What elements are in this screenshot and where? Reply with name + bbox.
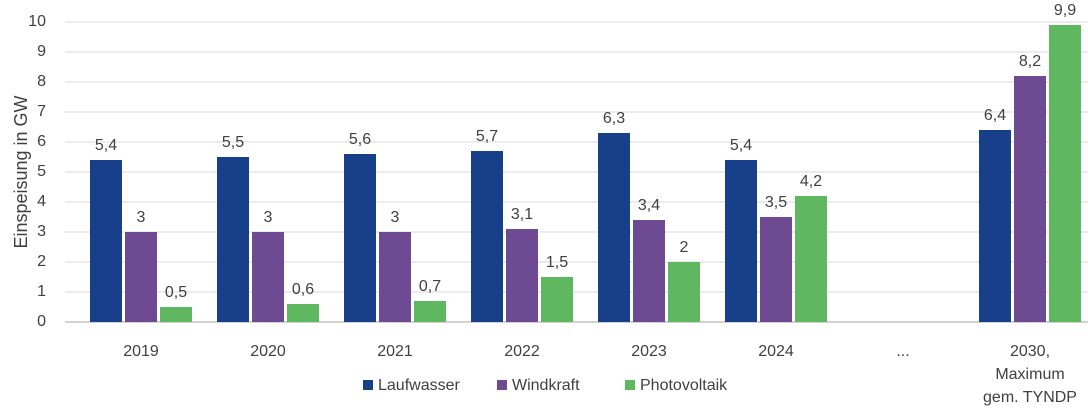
value-label: 0,5 (165, 284, 187, 301)
bar (217, 157, 249, 322)
value-label: 5,4 (95, 137, 117, 154)
bar (379, 232, 411, 322)
value-label: 3 (391, 209, 400, 226)
value-label: 0,7 (419, 278, 441, 295)
y-tick-label: 2 (37, 253, 46, 270)
bar (287, 304, 319, 322)
value-label: 3 (264, 209, 273, 226)
legend-swatch (625, 380, 635, 390)
bar (760, 217, 792, 322)
y-tick-label: 0 (37, 313, 46, 330)
value-label: 2 (680, 239, 689, 256)
bar (668, 262, 700, 322)
value-label: 1,5 (546, 254, 568, 271)
y-tick-label: 9 (37, 43, 46, 60)
bar (506, 229, 538, 322)
y-tick-label: 1 (37, 283, 46, 300)
x-tick-label: 2024 (758, 343, 794, 360)
value-label: 5,4 (730, 137, 752, 154)
legend-label: Photovoltaik (640, 377, 728, 394)
bar (795, 196, 827, 322)
bar (633, 220, 665, 322)
legend-swatch (363, 380, 373, 390)
x-tick-label: 2022 (504, 343, 540, 360)
value-label: 5,6 (349, 131, 371, 148)
x-tick-label: 2030, Maximum gem. TYNDP (983, 343, 1077, 406)
value-label: 8,2 (1019, 53, 1041, 70)
value-label: 3,4 (638, 197, 660, 214)
y-tick-label: 10 (28, 13, 46, 30)
y-tick-label: 3 (37, 223, 46, 240)
value-label: 0,6 (292, 281, 314, 298)
x-tick-label: 2020 (250, 343, 286, 360)
value-label: 9,9 (1054, 2, 1076, 19)
y-tick-label: 7 (37, 103, 46, 120)
value-label: 3 (137, 209, 146, 226)
x-tick-label: 2023 (631, 343, 667, 360)
bar (598, 133, 630, 322)
bar (344, 154, 376, 322)
bar (979, 130, 1011, 322)
value-label: 3,5 (765, 194, 787, 211)
y-axis-label: Einspeisung in GW (11, 95, 31, 248)
value-label: 3,1 (511, 206, 533, 223)
y-tick-label: 5 (37, 163, 46, 180)
x-tick-label: 2019 (123, 343, 159, 360)
bar (1049, 25, 1081, 322)
legend-label: Windkraft (512, 377, 580, 394)
bar (541, 277, 573, 322)
y-tick-label: 6 (37, 133, 46, 150)
bar (725, 160, 757, 322)
legend-swatch (497, 380, 507, 390)
value-label: 5,7 (476, 128, 498, 145)
value-label: 4,2 (800, 173, 822, 190)
x-tick-label: ... (896, 343, 909, 360)
legend-label: Laufwasser (378, 377, 460, 394)
y-tick-label: 4 (37, 193, 46, 210)
y-tick-label: 8 (37, 73, 46, 90)
x-tick-label: 2021 (377, 343, 413, 360)
value-label: 5,5 (222, 134, 244, 151)
bar (90, 160, 122, 322)
bar (160, 307, 192, 322)
value-label: 6,3 (603, 110, 625, 127)
value-label: 6,4 (984, 107, 1006, 124)
bar (414, 301, 446, 322)
bar (252, 232, 284, 322)
bar (1014, 76, 1046, 322)
bar (471, 151, 503, 322)
bar (125, 232, 157, 322)
